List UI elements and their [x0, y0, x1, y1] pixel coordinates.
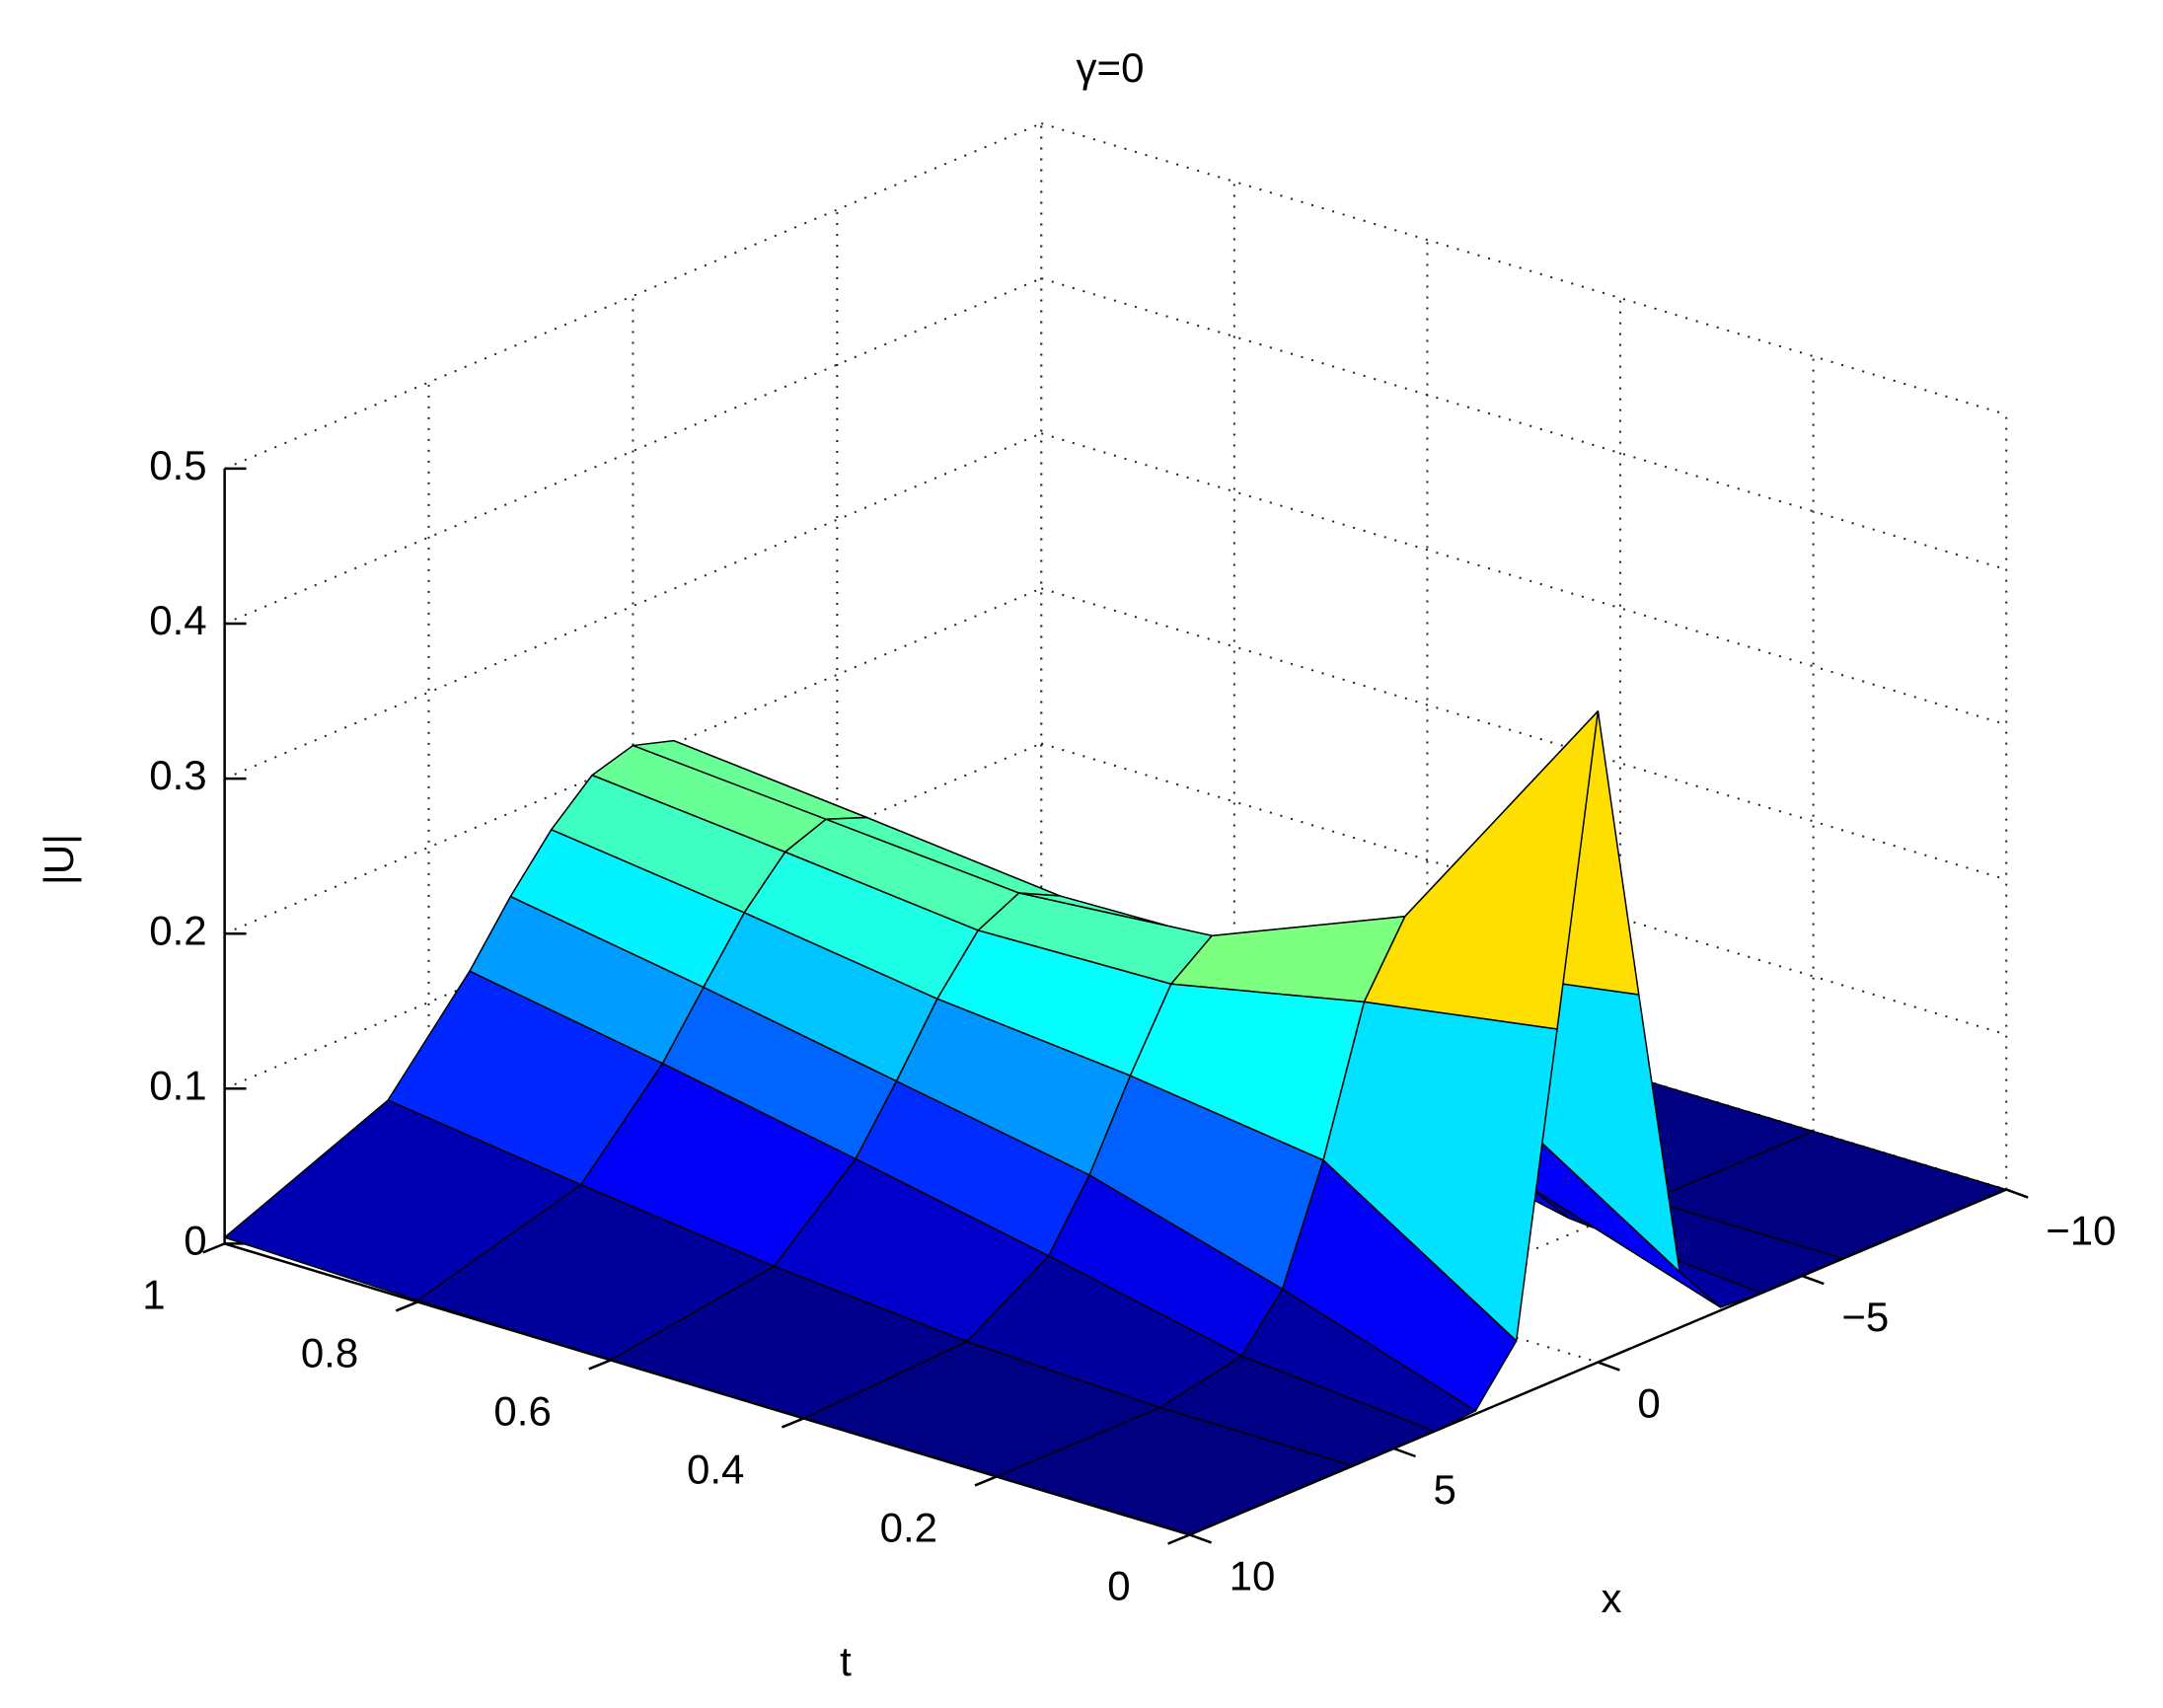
x-tick-label: 10	[1230, 1553, 1276, 1599]
grid-line	[224, 432, 1042, 780]
t-tick-label: 0.6	[493, 1388, 551, 1435]
z-tick-label: 0.3	[149, 752, 206, 798]
t-tick	[974, 1475, 998, 1487]
grid-line	[224, 277, 1042, 625]
x-tick-label: −5	[1841, 1294, 1889, 1340]
z-tick-label: 0	[184, 1217, 206, 1263]
x-tick	[1189, 1533, 1213, 1544]
z-tick-label: 0.2	[149, 907, 206, 953]
t-tick-label: 1	[142, 1271, 165, 1317]
t-tick	[202, 1242, 226, 1254]
t-tick	[588, 1359, 612, 1371]
x-tick-label: 5	[1434, 1466, 1456, 1513]
grid-line	[224, 122, 1042, 470]
t-tick	[1167, 1533, 1191, 1545]
grid-line	[224, 587, 1042, 935]
x-axis	[1189, 1188, 2007, 1536]
x-axis-label: x	[1602, 1575, 1622, 1621]
chart-title: γ=0	[1077, 44, 1145, 91]
z-axis-label: |U|	[36, 834, 82, 885]
t-tick-label: 0.4	[687, 1447, 744, 1493]
x-tick	[1393, 1447, 1416, 1458]
z-tick-label: 0.5	[149, 442, 206, 488]
t-tick-label: 0.2	[880, 1505, 937, 1551]
x-tick	[1801, 1274, 1825, 1286]
x-tick-label: 0	[1637, 1380, 1660, 1427]
x-tick-label: −10	[2046, 1208, 2116, 1254]
t-axis	[224, 1242, 1190, 1536]
x-tick	[2005, 1188, 2029, 1199]
z-tick-label: 0.1	[149, 1062, 206, 1108]
t-axis-label: t	[840, 1638, 852, 1684]
grid-line	[224, 742, 1042, 1090]
z-tick-label: 0.4	[149, 597, 206, 643]
t-tick	[395, 1300, 418, 1312]
t-tick-label: 0	[1107, 1563, 1130, 1609]
t-tick	[781, 1417, 804, 1429]
x-tick	[1597, 1361, 1620, 1372]
t-tick-label: 0.8	[301, 1330, 358, 1376]
